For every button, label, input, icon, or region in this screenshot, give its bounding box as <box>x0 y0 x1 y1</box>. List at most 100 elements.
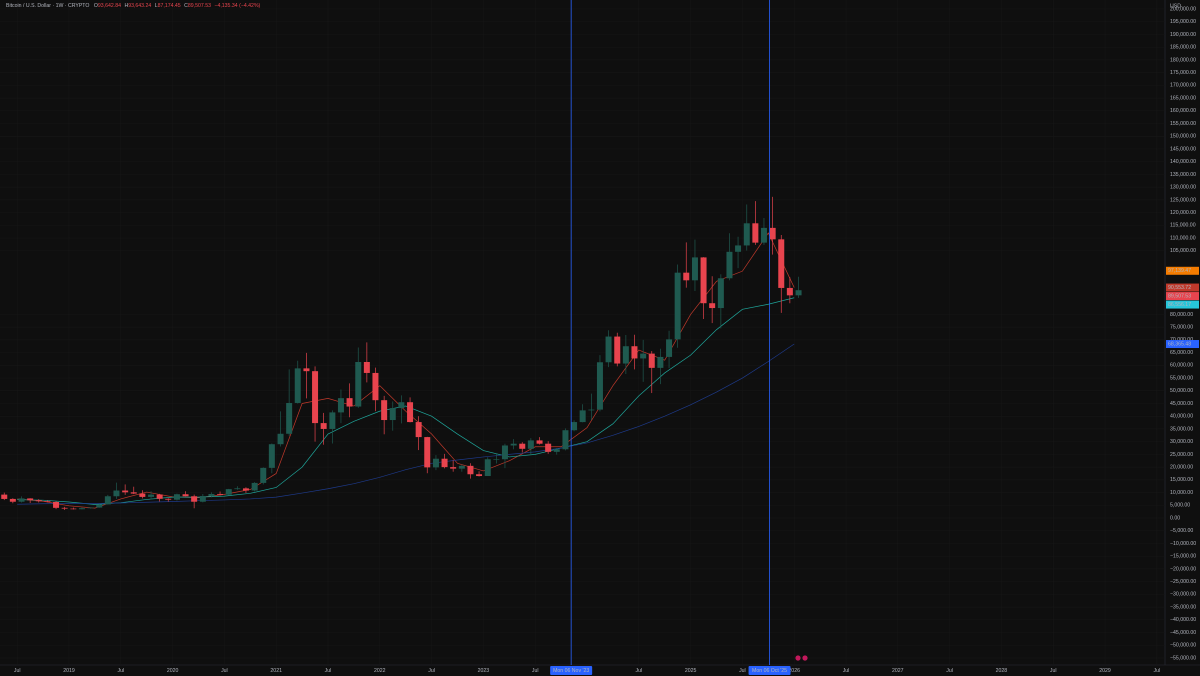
candle-body <box>165 498 172 500</box>
candle-body <box>96 504 103 508</box>
candle-body <box>122 490 129 493</box>
y-tick-label: 160,000.00 <box>1170 108 1196 114</box>
candle-body <box>251 482 258 491</box>
candle-body <box>87 507 94 509</box>
marker-label-bg <box>748 666 791 675</box>
y-tick-label: −50,000.00 <box>1170 643 1196 649</box>
y-tick-label: 170,000.00 <box>1170 83 1196 89</box>
y-tick-label: −35,000.00 <box>1170 604 1196 610</box>
y-tick-label: 140,000.00 <box>1170 159 1196 165</box>
y-tick-label: 5,000.00 <box>1170 503 1190 509</box>
y-tick-label: −20,000.00 <box>1170 566 1196 572</box>
moving-average-line <box>17 232 795 509</box>
candle-body <box>441 458 448 468</box>
x-tick-label: Jul <box>1153 668 1160 674</box>
x-tick-label: 2023 <box>478 668 490 674</box>
candle-body <box>139 493 146 497</box>
x-tick-label: Jul <box>843 668 850 674</box>
candle-body <box>631 346 638 359</box>
y-tick-label: 65,000.00 <box>1170 350 1193 356</box>
y-tick-label: 150,000.00 <box>1170 134 1196 140</box>
candle-body <box>752 223 759 243</box>
candle-body <box>545 443 552 452</box>
currency: USD <box>1170 3 1181 9</box>
candle-body <box>786 287 793 296</box>
candle-body <box>760 227 767 243</box>
candle-body <box>113 490 120 497</box>
y-tick-label: 20,000.00 <box>1170 464 1193 470</box>
y-tick-label: 190,000.00 <box>1170 32 1196 38</box>
field-value: 93,642.84 <box>98 3 121 9</box>
candle-body <box>225 489 232 495</box>
x-tick-label: Jul <box>221 668 228 674</box>
candle-body <box>260 467 267 483</box>
x-tick-label: 2027 <box>892 668 904 674</box>
candle-body <box>562 430 569 450</box>
y-tick-label: 80,000.00 <box>1170 312 1193 318</box>
y-tick-label: 165,000.00 <box>1170 95 1196 101</box>
candle-body <box>596 362 603 410</box>
field-value: 87,174.45 <box>158 3 181 9</box>
candle-body <box>424 437 431 468</box>
candle-body <box>363 362 370 373</box>
price-badge <box>1166 300 1199 309</box>
y-tick-label: −15,000.00 <box>1170 554 1196 560</box>
y-tick-label: 110,000.00 <box>1170 235 1196 241</box>
x-tick-label: 2028 <box>996 668 1008 674</box>
candle-body <box>778 239 785 288</box>
y-tick-label: −30,000.00 <box>1170 592 1196 598</box>
candle-body <box>432 458 439 468</box>
price-badge <box>1166 266 1199 275</box>
candle-body <box>450 467 457 469</box>
candle-body <box>501 445 508 460</box>
event-icons <box>795 655 808 661</box>
y-tick-label: −25,000.00 <box>1170 579 1196 585</box>
candle-body <box>398 402 405 409</box>
candle-body <box>743 223 750 246</box>
x-tick-label: 2019 <box>63 668 75 674</box>
candle-body <box>355 362 362 407</box>
candle-body <box>312 371 319 424</box>
candle-body <box>217 493 224 495</box>
axes: 200,000.00 195,000.00 190,000.00 185,000.00… <box>14 6 1199 675</box>
x-tick-label: Jul <box>14 668 21 674</box>
y-tick-label: 145,000.00 <box>1170 146 1196 152</box>
x-tick-label: Jul <box>946 668 953 674</box>
candle-body <box>372 372 379 401</box>
x-tick-label: Jul <box>532 668 539 674</box>
candle-body <box>268 444 275 468</box>
legend-header: Bitcoin / U.S. Dollar · 1W · CRYPTO O93,… <box>6 3 261 9</box>
price-badge-label: 68,365.48 <box>1168 341 1191 347</box>
x-tick-label: Jul <box>739 668 746 674</box>
y-tick-label: 105,000.00 <box>1170 248 1196 254</box>
field-key: H <box>124 3 128 9</box>
y-tick-label: 180,000.00 <box>1170 57 1196 63</box>
candle-body <box>182 494 189 497</box>
candle-body <box>795 290 802 296</box>
candle-body <box>657 356 664 368</box>
marker-label: Mon 06 Nov '23 <box>553 668 589 674</box>
candle-body <box>700 257 707 304</box>
y-tick-label: 45,000.00 <box>1170 401 1193 407</box>
candle-body <box>234 488 241 490</box>
y-tick-label: −10,000.00 <box>1170 541 1196 547</box>
candle-body <box>277 433 284 445</box>
y-tick-label: 75,000.00 <box>1170 325 1193 331</box>
candle-body <box>458 465 465 469</box>
candle-body <box>130 492 137 494</box>
candle-body <box>148 494 155 497</box>
candle-body <box>78 508 85 510</box>
price-badge-label: 86,556.17 <box>1168 302 1191 308</box>
x-tick-label: Jul <box>117 668 124 674</box>
x-tick-label: Jul <box>1050 668 1057 674</box>
price-badge <box>1166 292 1199 301</box>
y-tick-label: 55,000.00 <box>1170 375 1193 381</box>
event-icon <box>802 655 808 661</box>
price-badge-label: 90,553.72 <box>1168 285 1191 291</box>
x-tick-label: 2020 <box>167 668 179 674</box>
y-tick-label: 135,000.00 <box>1170 172 1196 178</box>
symbol: Bitcoin / U.S. Dollar · 1W · CRYPTO <box>6 3 89 9</box>
candle-body <box>381 400 388 421</box>
candle-body <box>648 353 655 368</box>
